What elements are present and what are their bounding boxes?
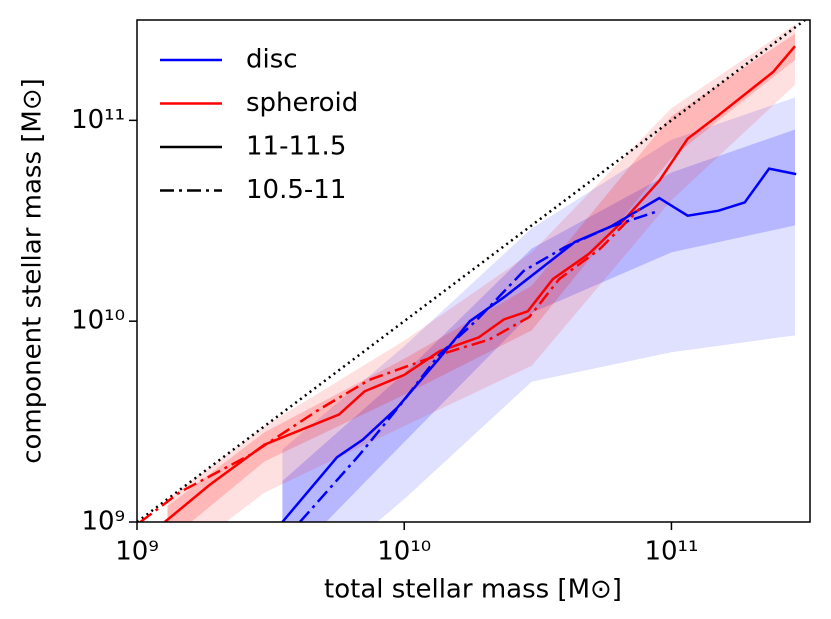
series-line bbox=[281, 167, 797, 522]
y-tick-label: 10¹⁰ bbox=[71, 306, 125, 336]
percentile-band bbox=[167, 24, 796, 522]
x-axis-label: total stellar mass [M⊙] bbox=[324, 575, 622, 605]
y-tick-label: 10¹¹ bbox=[71, 105, 125, 135]
y-tick-label: 10⁹ bbox=[81, 507, 125, 537]
series-line bbox=[298, 209, 660, 522]
x-tick-label: 10⁹ bbox=[115, 537, 159, 567]
series-line bbox=[163, 45, 796, 522]
legend-label: disc bbox=[246, 45, 298, 75]
legend-label: 11-11.5 bbox=[246, 132, 346, 162]
legend-label: spheroid bbox=[246, 88, 358, 118]
y-axis-label: component stellar mass [M⊙] bbox=[18, 78, 48, 464]
plot-area bbox=[137, 20, 806, 522]
percentile-band bbox=[167, 33, 796, 522]
x-tick-label: 10¹⁰ bbox=[377, 537, 431, 567]
x-tick-label: 10¹¹ bbox=[644, 537, 698, 567]
percentile-band bbox=[282, 129, 796, 522]
one-to-one-line bbox=[137, 20, 806, 522]
axes-frame bbox=[136, 19, 811, 523]
legend-label: 10.5-11 bbox=[246, 175, 346, 205]
